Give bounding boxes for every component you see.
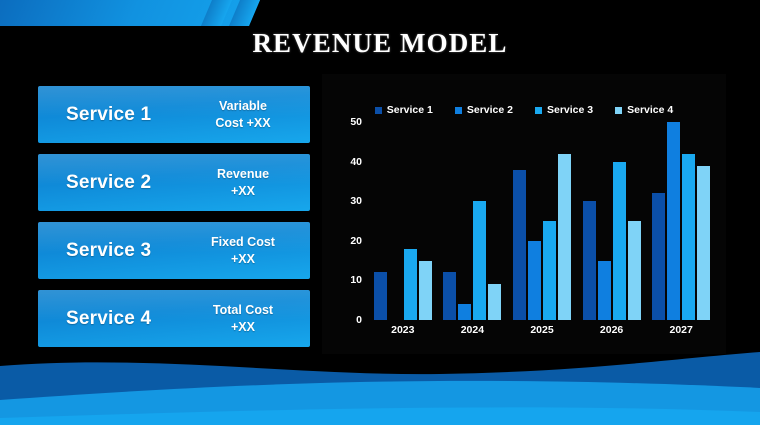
- service-card-2-meta-line2: +XX: [231, 183, 255, 198]
- bar-2024-service-2[interactable]: [458, 304, 472, 320]
- bar-2026-service-2[interactable]: [597, 260, 611, 320]
- bar-2027-service-3[interactable]: [682, 153, 696, 320]
- service-card-3-name: Service 3: [66, 239, 152, 261]
- legend-label-2: Service 2: [466, 104, 513, 116]
- bar-2024-service-1[interactable]: [443, 272, 457, 320]
- bar-group-2025: [507, 122, 577, 320]
- bar-group-2024: [438, 122, 508, 320]
- service-card-1[interactable]: Service 1 Variable Cost +XX: [38, 86, 310, 143]
- legend-item-4[interactable]: Service 4: [615, 104, 673, 116]
- bar-group-2023: [368, 122, 438, 320]
- x-tick-label-2024: 2024: [460, 324, 485, 336]
- service-card-list: Service 1 Variable Cost +XX Service 2 Re…: [38, 86, 310, 358]
- bar-2027-service-4[interactable]: [697, 165, 711, 320]
- y-tick-label-5: 50: [350, 116, 362, 128]
- bar-2024-service-4[interactable]: [488, 284, 502, 320]
- y-tick-label-1: 10: [350, 274, 362, 287]
- x-tick-label-2026: 2026: [599, 324, 624, 336]
- legend-swatch-icon-2: [454, 106, 462, 114]
- service-card-4-name: Service 4: [66, 307, 152, 329]
- service-card-2-name: Service 2: [66, 171, 152, 193]
- service-card-4-meta-line1: Total Cost: [212, 302, 274, 317]
- bar-2026-service-3[interactable]: [612, 161, 626, 320]
- page-title: REVENUE MODEL: [252, 28, 508, 58]
- x-tick-label-2025: 2025: [530, 324, 554, 336]
- bar-2023-service-1[interactable]: [373, 272, 387, 320]
- bar-2027-service-1[interactable]: [652, 193, 666, 320]
- service-card-3[interactable]: Service 3 Fixed Cost +XX: [38, 222, 310, 279]
- service-card-3-meta: Fixed Cost +XX: [194, 234, 310, 268]
- x-tick-label-2023: 2023: [391, 324, 415, 336]
- bar-2026-service-4[interactable]: [627, 221, 641, 320]
- bar-2025-service-3[interactable]: [542, 221, 556, 320]
- chart-plot-area: [368, 122, 716, 320]
- bar-group-2027: [646, 122, 716, 320]
- legend-item-1[interactable]: Service 1: [374, 104, 433, 116]
- service-card-4[interactable]: Service 4 Total Cost +XX: [38, 290, 310, 347]
- chart-x-axis: 2023 2024 2025 2026 2027: [368, 324, 716, 340]
- service-card-2-meta-line1: Revenue: [216, 166, 270, 181]
- bar-2027-service-2[interactable]: [667, 122, 681, 320]
- bottom-wave-dark: [0, 352, 760, 425]
- x-tick-label-2027: 2027: [669, 324, 693, 336]
- y-tick-label-0: 0: [356, 314, 362, 326]
- legend-swatch-icon-3: [535, 106, 542, 114]
- service-card-1-name: Service 1: [66, 103, 152, 125]
- service-card-2[interactable]: Service 2 Revenue +XX: [38, 154, 310, 211]
- bar-2025-service-4[interactable]: [557, 153, 571, 320]
- service-card-1-meta-line2: Cost +XX: [215, 115, 271, 130]
- chart-legend: Service 1 Service 2 Service 3 Service 4: [322, 104, 726, 116]
- legend-item-2[interactable]: Service 2: [454, 104, 513, 116]
- legend-swatch-icon-1: [374, 106, 382, 114]
- service-card-3-meta-line1: Fixed Cost: [211, 234, 275, 249]
- chart-y-axis: 0 10 20 30 40 50: [322, 116, 362, 326]
- revenue-bar-chart: Service 1 Service 2 Service 3 Service 4 0 10…: [322, 74, 726, 354]
- bar-2025-service-1[interactable]: [512, 169, 526, 320]
- y-tick-label-2: 20: [350, 234, 362, 247]
- legend-label-3: Service 3: [547, 104, 594, 116]
- bottom-wave-light: [0, 366, 760, 425]
- service-card-4-meta: Total Cost +XX: [194, 302, 310, 336]
- legend-item-3[interactable]: Service 3: [535, 104, 593, 116]
- bar-2023-service-4[interactable]: [418, 260, 432, 320]
- service-card-3-meta-line2: +XX: [231, 251, 255, 266]
- service-card-1-meta-line1: Variable: [219, 98, 267, 113]
- bar-2024-service-3[interactable]: [473, 201, 487, 320]
- service-card-1-meta: Variable Cost +XX: [194, 98, 310, 132]
- bar-group-2026: [577, 122, 647, 320]
- service-card-4-meta-line2: +XX: [231, 319, 255, 334]
- legend-swatch-icon-4: [615, 106, 623, 114]
- y-tick-label-4: 40: [350, 155, 362, 168]
- bar-2023-service-3[interactable]: [403, 248, 417, 320]
- legend-label-4: Service 4: [627, 104, 674, 116]
- service-card-2-meta: Revenue +XX: [194, 166, 310, 200]
- y-tick-label-3: 30: [350, 195, 362, 208]
- bar-2025-service-2[interactable]: [527, 240, 541, 320]
- bar-2026-service-1[interactable]: [582, 201, 596, 320]
- legend-label-1: Service 1: [386, 104, 433, 116]
